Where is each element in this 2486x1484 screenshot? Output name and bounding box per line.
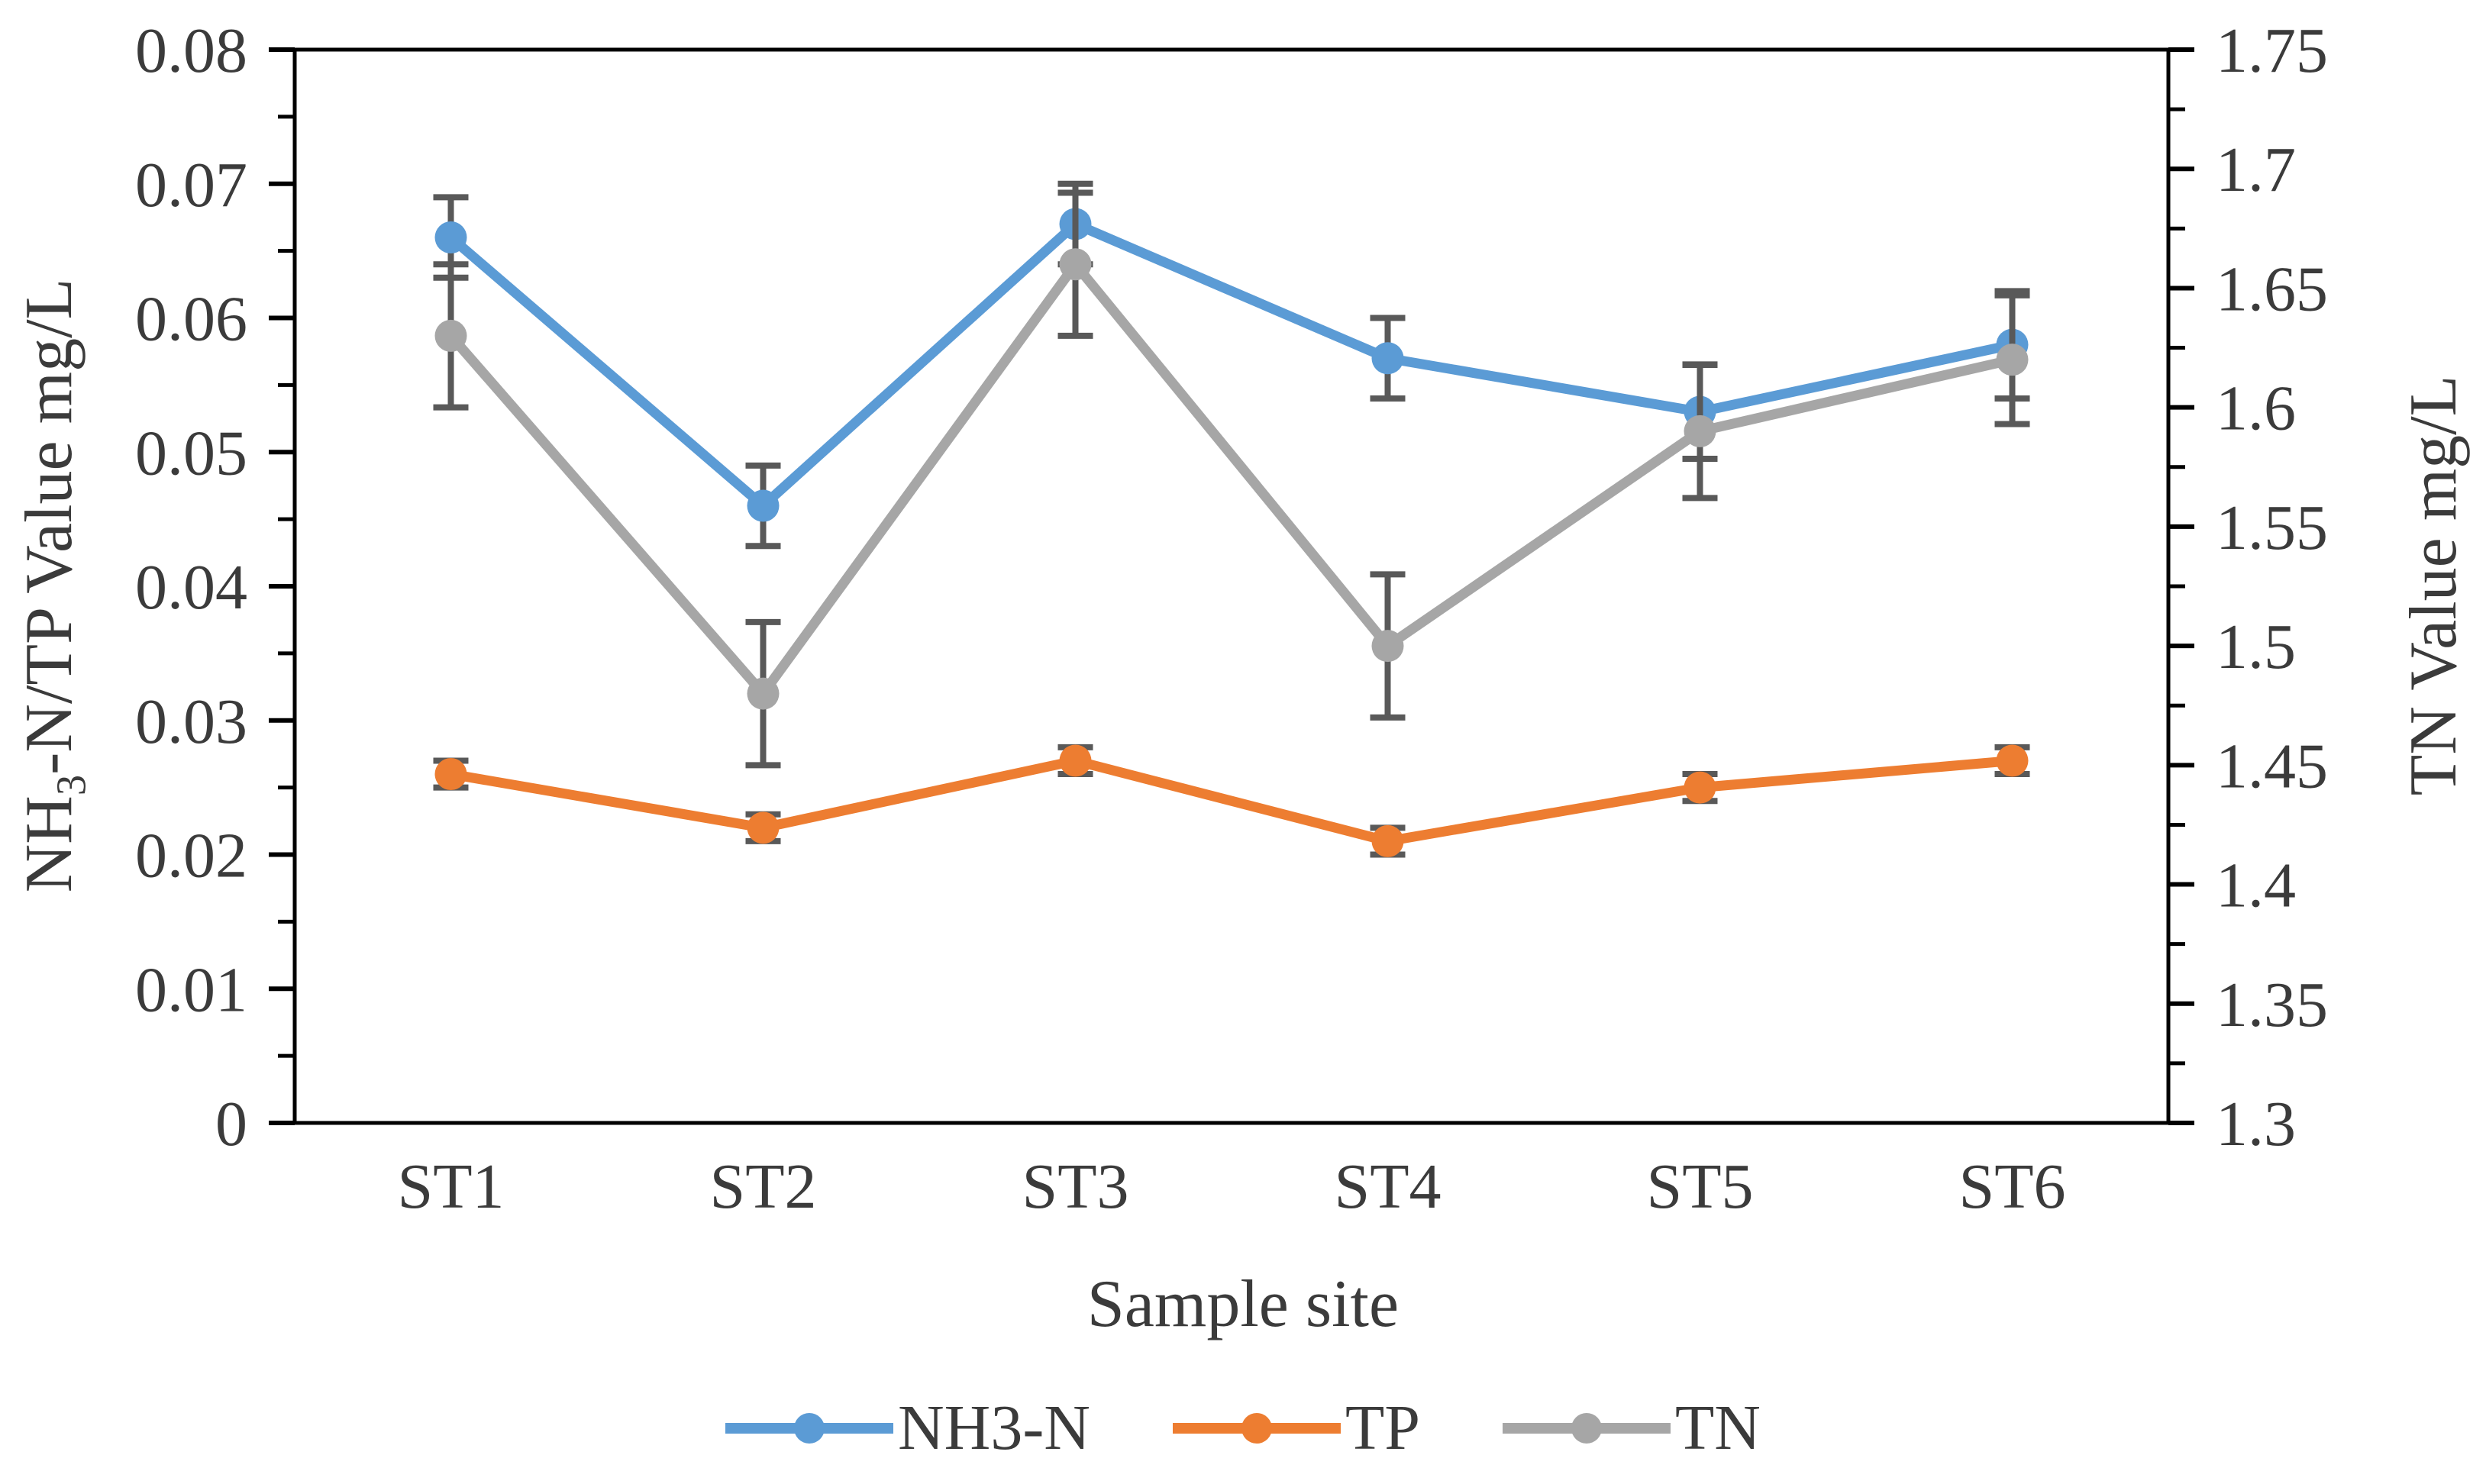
left-axis-tick-label: 0.04 bbox=[135, 552, 247, 623]
data-point-TN bbox=[434, 319, 467, 352]
left-axis-tick-label: 0.07 bbox=[135, 150, 247, 221]
left-axis-title-post: -N/TP Value mg/L bbox=[12, 278, 86, 775]
plot-frame bbox=[292, 47, 2171, 1125]
data-point-TP bbox=[1684, 771, 1716, 804]
left-axis-tick-label: 0.02 bbox=[135, 821, 247, 892]
data-point-TP bbox=[1371, 824, 1404, 857]
legend-dot-icon bbox=[1571, 1412, 1602, 1444]
legend-dot-icon bbox=[1241, 1412, 1272, 1444]
data-point-TP bbox=[1996, 744, 2029, 777]
legend-marker-line-dot-icon bbox=[1172, 1412, 1341, 1444]
right-axis-tick-label: 1.3 bbox=[2216, 1089, 2296, 1160]
x-axis-title: Sample site bbox=[1086, 1267, 1400, 1341]
right-axis-title: TN Value mg/L bbox=[2397, 375, 2471, 796]
right-axis-tick-label: 1.35 bbox=[2216, 969, 2328, 1040]
left-axis-title-sub: 3 bbox=[47, 774, 95, 796]
data-point-TN bbox=[1684, 415, 1716, 447]
data-point-TP bbox=[747, 811, 780, 844]
data-point-TN bbox=[1059, 248, 1092, 281]
right-axis-tick-label: 1.75 bbox=[2216, 15, 2328, 86]
legend-marker-line-dot-icon bbox=[1503, 1412, 1671, 1444]
series-line-TP bbox=[446, 755, 2017, 847]
left-axis-tick-label: 0.08 bbox=[135, 15, 247, 86]
series-line-TN bbox=[446, 259, 2017, 699]
data-point-NH3-N bbox=[434, 221, 467, 254]
series-line-NH3-N bbox=[446, 218, 2017, 511]
data-point-TN bbox=[747, 677, 780, 710]
legend-label: TN bbox=[1675, 1392, 1761, 1463]
legend-item-tn: TN bbox=[1503, 1391, 1761, 1465]
left-axis-tick-label: 0 bbox=[215, 1089, 247, 1160]
legend-item-nh3n: NH3-N bbox=[725, 1391, 1090, 1465]
data-point-NH3-N bbox=[747, 489, 780, 522]
x-axis-category-label: ST3 bbox=[1022, 1151, 1128, 1222]
left-axis-tick-label: 0.06 bbox=[135, 284, 247, 355]
legend-label: TP bbox=[1345, 1392, 1420, 1463]
right-axis-tick-label: 1.6 bbox=[2216, 373, 2296, 444]
x-axis-category-label: ST4 bbox=[1334, 1151, 1441, 1222]
right-axis-tick-label: 1.5 bbox=[2216, 611, 2296, 682]
right-axis-tick-label: 1.55 bbox=[2216, 492, 2328, 563]
chart-legend: NH3-N TP TN bbox=[0, 1391, 2486, 1465]
data-point-NH3-N bbox=[1371, 342, 1404, 375]
right-axis-tick-label: 1.4 bbox=[2216, 850, 2296, 921]
left-axis-title: NH3-N/TP Value mg/L bbox=[8, 0, 95, 1196]
x-axis-category-label: ST6 bbox=[1958, 1151, 2065, 1222]
legend-dot-icon bbox=[794, 1412, 825, 1444]
legend-marker-line-dot-icon bbox=[725, 1412, 893, 1444]
right-axis-tick-label: 1.65 bbox=[2216, 253, 2328, 324]
x-axis-category-label: ST5 bbox=[1646, 1151, 1753, 1222]
left-axis-tick-label: 0.05 bbox=[135, 418, 247, 489]
x-axis-category-label: ST1 bbox=[397, 1151, 504, 1222]
left-axis-tick-label: 0.01 bbox=[135, 954, 247, 1025]
x-axis-category-label: ST2 bbox=[709, 1151, 816, 1222]
right-axis-tick-label: 1.7 bbox=[2216, 134, 2296, 205]
data-point-TN bbox=[1371, 630, 1404, 663]
left-axis-tick-label: 0.03 bbox=[135, 686, 247, 757]
legend-item-tp: TP bbox=[1172, 1391, 1420, 1465]
data-point-TP bbox=[1059, 744, 1092, 777]
left-axis-title-pre: NH bbox=[12, 795, 86, 893]
data-point-TP bbox=[434, 758, 467, 791]
legend-label: NH3-N bbox=[898, 1392, 1090, 1463]
data-point-TN bbox=[1996, 344, 2029, 376]
right-axis-tick-label: 1.45 bbox=[2216, 731, 2328, 802]
